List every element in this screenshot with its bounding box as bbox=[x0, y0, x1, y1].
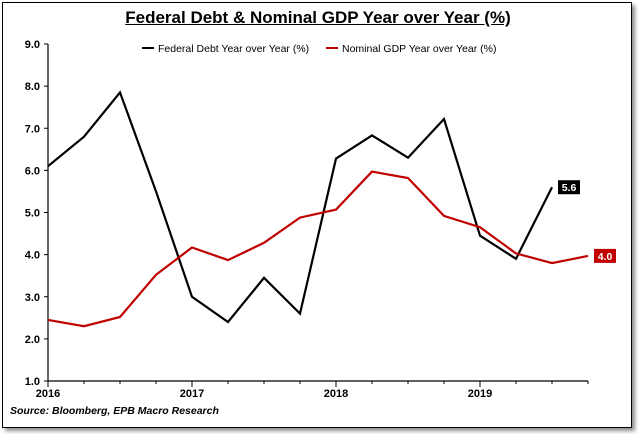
x-tick-label: 2018 bbox=[324, 388, 348, 400]
y-tick-label: 9.0 bbox=[25, 39, 40, 51]
end-label-box bbox=[594, 248, 616, 263]
y-tick-label: 1.0 bbox=[25, 376, 40, 388]
series-lines bbox=[47, 90, 589, 328]
end-label-value: 4.0 bbox=[598, 251, 613, 263]
y-tick-label: 2.0 bbox=[25, 334, 40, 346]
series-line bbox=[47, 90, 553, 324]
y-tick-label: 8.0 bbox=[25, 81, 40, 93]
end-labels: 5.6 4.0 bbox=[558, 180, 616, 263]
x-tick-label: 2017 bbox=[180, 388, 204, 400]
end-label-box bbox=[558, 180, 580, 195]
chart-title: Federal Debt & Nominal GDP Year over Yea… bbox=[125, 8, 511, 27]
x-tick-label: 2016 bbox=[36, 388, 60, 400]
y-tick-label: 7.0 bbox=[25, 123, 40, 135]
y-tick-label: 3.0 bbox=[25, 292, 40, 304]
y-tick-label: 5.0 bbox=[25, 208, 40, 220]
legend-label: Nominal GDP Year over Year (%) bbox=[342, 43, 496, 55]
legend: Federal Debt Year over Year (%) Nominal G… bbox=[142, 43, 496, 55]
y-tick-label: 6.0 bbox=[25, 165, 40, 177]
end-label-value: 5.6 bbox=[562, 182, 577, 194]
axes: 1.0 2.0 3.0 4.0 5.0 6.0 7.0 8.0 9.0 2016 2017 2018 2… bbox=[25, 39, 589, 400]
legend-label: Federal Debt Year over Year (%) bbox=[158, 43, 309, 55]
x-tick-label: 2019 bbox=[468, 388, 492, 400]
y-tick-label: 4.0 bbox=[25, 250, 40, 262]
series-line bbox=[47, 170, 589, 328]
source-note: Source: Bloomberg, EPB Macro Research bbox=[10, 405, 219, 417]
chart-frame bbox=[2, 2, 632, 428]
